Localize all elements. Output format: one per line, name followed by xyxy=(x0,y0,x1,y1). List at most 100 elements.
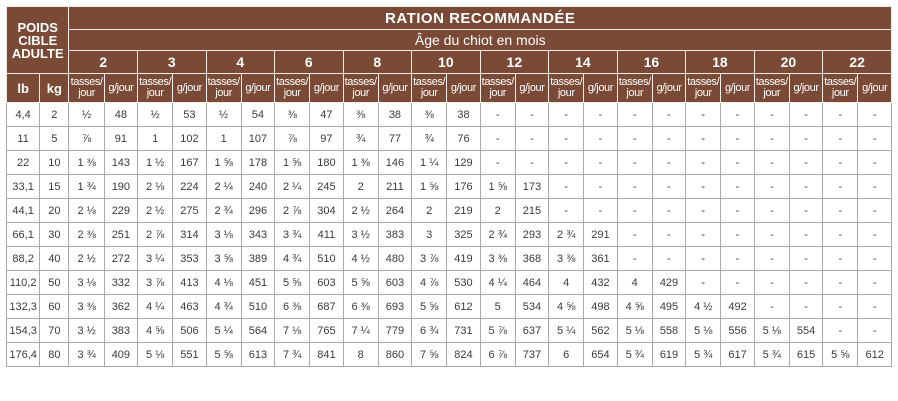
table-row: 176,4 80 3 ¾ 409 5 ⅛ 551 5 ⅝ 613 7 ¾ 841 8 860 7 ⅝ 82… xyxy=(5,342,892,367)
grams-per-day-cell: 693 xyxy=(377,294,413,319)
grams-per-day-cell: - xyxy=(583,102,618,127)
cups-per-day-cell: 4 xyxy=(548,270,585,295)
cups-per-day-cell: 5 ¾ xyxy=(685,342,722,367)
cups-per-day-cell: 1 ⅝ xyxy=(411,174,448,199)
weight-lb-cell: 22 xyxy=(5,150,41,175)
ration-table-container: POIDS CIBLE ADULTE RATION RECOMMANDÉE Âg… xyxy=(5,6,892,395)
grams-per-day-cell: - xyxy=(857,318,892,343)
cups-per-day-cell: - xyxy=(548,150,585,175)
grams-per-day-cell: 332 xyxy=(103,270,139,295)
cups-per-day-cell: 2 ⅞ xyxy=(274,198,311,223)
ration-table: POIDS CIBLE ADULTE RATION RECOMMANDÉE Âg… xyxy=(5,6,892,367)
cups-per-day-cell: 5 ⅛ xyxy=(616,318,653,343)
grams-per-day-cell: - xyxy=(720,102,755,127)
grams-per-day-header: g/jour xyxy=(514,73,550,103)
grams-per-day-cell: 654 xyxy=(583,342,618,367)
weight-kg-cell: 80 xyxy=(39,342,70,367)
weight-kg-cell: 5 xyxy=(39,126,70,151)
grams-per-day-cell: 612 xyxy=(446,294,481,319)
weight-kg-cell: 50 xyxy=(39,270,70,295)
table-row: 33,1 15 1 ¾ 190 2 ⅛ 224 2 ¼ 240 2 ¼ 245 2 211 1 ⅝ 176… xyxy=(5,174,892,199)
grams-per-day-cell: - xyxy=(651,246,687,271)
cups-per-day-cell: 2 ⅛ xyxy=(136,174,174,199)
grams-per-day-cell: - xyxy=(788,126,824,151)
grams-per-day-cell: 603 xyxy=(309,270,344,295)
cups-per-day-cell: ½ xyxy=(136,102,174,127)
cups-per-day-cell: 1 ⅜ xyxy=(342,150,379,175)
cups-per-day-cell: 2 xyxy=(479,198,516,223)
cups-per-day-cell: ⅜ xyxy=(342,102,379,127)
grams-per-day-cell: 779 xyxy=(377,318,413,343)
cups-per-day-cell: 5 ⅛ xyxy=(685,318,722,343)
grams-per-day-cell: 211 xyxy=(377,174,413,199)
grams-per-day-cell: - xyxy=(857,246,892,271)
cups-per-day-cell: ¾ xyxy=(342,126,379,151)
grams-per-day-cell: 451 xyxy=(240,270,276,295)
grams-per-day-header: g/jour xyxy=(377,73,413,103)
grams-per-day-cell: 47 xyxy=(309,102,344,127)
cups-per-day-cell: 2 ¾ xyxy=(548,222,585,247)
month-header: 4 xyxy=(205,50,276,74)
cups-per-day-cell: - xyxy=(753,294,790,319)
grams-per-day-cell: 409 xyxy=(103,342,139,367)
grams-per-day-cell: - xyxy=(720,198,755,223)
grams-per-day-cell: - xyxy=(720,246,755,271)
grams-per-day-cell: - xyxy=(788,246,824,271)
cups-per-day-cell: 2 ⅛ xyxy=(68,198,105,223)
grams-per-day-cell: 190 xyxy=(103,174,139,199)
cups-per-day-cell: 3 ⅜ xyxy=(479,246,516,271)
cups-per-day-cell: - xyxy=(548,102,585,127)
grams-per-day-cell: 687 xyxy=(309,294,344,319)
cups-per-day-cell: 1 xyxy=(136,126,174,151)
cups-per-day-cell: 4 ¾ xyxy=(205,294,242,319)
cups-per-day-cell: - xyxy=(822,222,859,247)
cups-per-day-cell: 8 xyxy=(342,342,379,367)
weight-lb-cell: 11 xyxy=(5,126,41,151)
weight-kg-cell: 10 xyxy=(39,150,70,175)
cups-per-day-cell: 5 ¾ xyxy=(616,342,653,367)
cups-per-day-cell: - xyxy=(822,150,859,175)
grams-per-day-header: g/jour xyxy=(172,73,207,103)
cups-per-day-cell: 1 ½ xyxy=(136,150,174,175)
grams-per-day-cell: - xyxy=(651,102,687,127)
cups-per-day-cell: 2 ½ xyxy=(68,246,105,271)
cups-per-day-cell: 5 ¼ xyxy=(548,318,585,343)
cups-per-day-cell: 3 ⅞ xyxy=(136,270,174,295)
cups-per-day-cell: - xyxy=(753,270,790,295)
grams-per-day-header: g/jour xyxy=(309,73,344,103)
grams-per-day-cell: 534 xyxy=(514,294,550,319)
grams-per-day-cell: - xyxy=(720,222,755,247)
cups-per-day-cell: 3 ⅜ xyxy=(68,294,105,319)
grams-per-day-cell: - xyxy=(788,222,824,247)
grams-per-day-cell: 296 xyxy=(240,198,276,223)
grams-per-day-cell: 419 xyxy=(446,246,481,271)
weight-lb-cell: 4,4 xyxy=(5,102,41,127)
month-header: 6 xyxy=(274,50,344,74)
cups-per-day-cell: - xyxy=(822,318,859,343)
grams-per-day-cell: 77 xyxy=(377,126,413,151)
cups-per-day-cell: - xyxy=(548,174,585,199)
cups-per-day-cell: - xyxy=(616,222,653,247)
cups-per-day-header: tasses/ jour xyxy=(68,73,105,103)
cups-per-day-cell: 4 ⅝ xyxy=(548,294,585,319)
grams-per-day-cell: - xyxy=(720,150,755,175)
cups-per-day-cell: 5 ⅝ xyxy=(205,342,242,367)
grams-per-day-cell: - xyxy=(857,222,892,247)
cups-per-day-cell: 3 ⅞ xyxy=(411,246,448,271)
cups-per-day-cell: - xyxy=(753,126,790,151)
cups-per-day-cell: 7 ⅛ xyxy=(274,318,311,343)
cups-per-day-cell: - xyxy=(479,102,516,127)
grams-per-day-cell: 617 xyxy=(720,342,755,367)
cups-per-day-cell: 5 ¼ xyxy=(205,318,242,343)
table-title: RATION RECOMMANDÉE xyxy=(68,6,892,30)
cups-per-day-header: tasses/ jour xyxy=(685,73,722,103)
weight-kg-cell: 40 xyxy=(39,246,70,271)
cups-per-day-cell: - xyxy=(616,126,653,151)
cups-per-day-cell: 2 ½ xyxy=(136,198,174,223)
table-body: 4,4 2 ½ 48 ½ 53 ½ 54 ⅜ 47 ⅜ 38 ⅜ 38- - - - - - - - - - - -11 5 ⅞ 91… xyxy=(5,102,892,367)
weight-lb-cell: 66,1 xyxy=(5,222,41,247)
cups-per-day-cell: 6 ⅜ xyxy=(274,294,311,319)
table-row: 110,2 50 3 ⅛ 332 3 ⅞ 413 4 ⅛ 451 5 ⅝ 603 5 ⅝ 603 4 ⅞… xyxy=(5,270,892,295)
grams-per-day-cell: - xyxy=(583,126,618,151)
grams-per-day-cell: 304 xyxy=(309,198,344,223)
